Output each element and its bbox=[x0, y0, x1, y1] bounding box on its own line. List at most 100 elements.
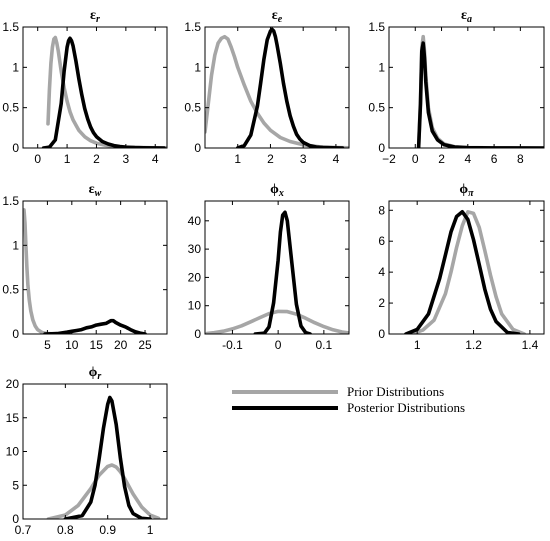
y-tick-label: 1 bbox=[378, 60, 385, 74]
y-tick-label: 4 bbox=[378, 265, 385, 279]
panel-title: ϕπ bbox=[459, 182, 474, 199]
panel-title-subscript: a bbox=[467, 14, 472, 25]
x-tick-label: 1 bbox=[64, 152, 71, 166]
y-tick-label: 1.5 bbox=[368, 20, 385, 34]
posterior-distribution-line bbox=[253, 210, 312, 334]
x-tick-label: 0 bbox=[412, 152, 419, 166]
y-tick-label: 0 bbox=[378, 327, 385, 341]
x-tick-label: 0 bbox=[34, 152, 41, 166]
panel-4: εw 5 10 15 20 25 0 0.5 1 1.5 bbox=[2, 182, 168, 352]
y-tick-label: 0.5 bbox=[368, 101, 385, 115]
x-tick-label: 1 bbox=[234, 152, 241, 166]
y-tick-label: 1 bbox=[194, 60, 201, 74]
panel-title-symbol: ϕ bbox=[459, 182, 468, 197]
legend-label-prior: Prior Distributions bbox=[347, 384, 444, 399]
y-tick-label: 8 bbox=[378, 203, 385, 217]
posterior-distribution-line bbox=[63, 395, 152, 519]
y-tick-label: 20 bbox=[6, 377, 20, 391]
axes-frame bbox=[22, 383, 168, 520]
y-tick-label: 0.5 bbox=[2, 283, 19, 297]
x-tick-label: 1.2 bbox=[465, 338, 482, 352]
y-tick-label: 20 bbox=[188, 270, 202, 284]
posterior-distribution-line bbox=[404, 210, 521, 334]
x-tick-label: 25 bbox=[138, 338, 152, 352]
x-tick-label: 0.7 bbox=[15, 523, 32, 537]
panel-title-symbol: ε bbox=[90, 8, 96, 23]
panel-title-symbol: ε bbox=[89, 182, 95, 197]
x-tick-label: 2 bbox=[438, 152, 445, 166]
y-tick-label: 0 bbox=[12, 327, 19, 341]
x-tick-label: 2 bbox=[93, 152, 100, 166]
posterior-distribution-line bbox=[41, 36, 166, 148]
panel-title: ϕx bbox=[270, 182, 284, 199]
y-tick-label: 0.5 bbox=[184, 101, 201, 115]
posterior-distribution-line bbox=[235, 27, 345, 148]
posterior-distribution-line bbox=[43, 318, 147, 334]
y-tick-label: 30 bbox=[188, 242, 202, 256]
y-tick-label: 2 bbox=[378, 296, 385, 310]
x-tick-label: 1 bbox=[147, 523, 154, 537]
x-tick-label: 0 bbox=[275, 338, 282, 352]
panel-title: εw bbox=[89, 182, 102, 199]
y-tick-label: 0 bbox=[194, 327, 201, 341]
axes-frame bbox=[388, 200, 545, 335]
y-tick-label: 0 bbox=[12, 512, 19, 526]
y-tick-label: 1 bbox=[12, 238, 19, 252]
y-tick-label: 0 bbox=[378, 141, 385, 155]
x-tick-label: 1 bbox=[414, 338, 421, 352]
prior-distribution-line bbox=[23, 208, 64, 334]
panel-1: εr 0 1 2 3 4 0 0.5 1 1.5 bbox=[2, 8, 168, 166]
x-tick-label: 0.8 bbox=[57, 523, 74, 537]
panel-title-subscript: x bbox=[278, 188, 284, 199]
panel-title-symbol: ϕ bbox=[89, 365, 98, 380]
x-tick-label: 0.9 bbox=[99, 523, 116, 537]
x-tick-label: 10 bbox=[65, 338, 79, 352]
axes-frame bbox=[204, 200, 350, 335]
prior-distribution-line bbox=[205, 309, 349, 334]
x-tick-label: 6 bbox=[491, 152, 498, 166]
legend-label-posterior: Posterior Distributions bbox=[347, 400, 465, 415]
y-tick-label: 1 bbox=[12, 60, 19, 74]
panel-title: εa bbox=[461, 8, 472, 25]
panel-title-subscript: e bbox=[278, 14, 283, 25]
panel-title: εe bbox=[272, 8, 283, 25]
panel-title-subscript: r bbox=[96, 14, 100, 25]
y-tick-label: 0 bbox=[194, 141, 201, 155]
panel-title-subscript: r bbox=[97, 371, 101, 382]
y-tick-label: 40 bbox=[188, 214, 202, 228]
panel-title-subscript: w bbox=[95, 188, 102, 199]
prior-distribution-line bbox=[205, 34, 349, 148]
x-tick-label: 5 bbox=[44, 338, 51, 352]
panel-6: ϕπ 1 1.2 1.4 0 2 4 6 8 bbox=[378, 182, 545, 352]
x-tick-label: 2 bbox=[267, 152, 274, 166]
panel-title: ϕr bbox=[89, 365, 102, 382]
panel-title-symbol: ε bbox=[272, 8, 278, 23]
x-tick-label: 0.1 bbox=[316, 338, 333, 352]
axes-frame bbox=[22, 200, 168, 335]
x-tick-label: 1.4 bbox=[522, 338, 539, 352]
panel-title-subscript: π bbox=[468, 188, 474, 199]
x-tick-label: −2 bbox=[382, 152, 396, 166]
y-tick-label: 10 bbox=[6, 445, 20, 459]
y-tick-label: 15 bbox=[6, 411, 20, 425]
x-tick-label: -0.1 bbox=[222, 338, 243, 352]
x-tick-label: 3 bbox=[300, 152, 307, 166]
x-tick-label: 3 bbox=[123, 152, 130, 166]
panel-title-symbol: ε bbox=[461, 8, 467, 23]
y-tick-label: 1.5 bbox=[184, 20, 201, 34]
panel-title-symbol: ϕ bbox=[270, 182, 279, 197]
panel-2: εe 1 2 3 4 0 0.5 1 1.5 bbox=[184, 8, 350, 166]
prior-distribution-line bbox=[409, 210, 527, 334]
y-tick-label: 1.5 bbox=[2, 194, 19, 208]
y-tick-label: 6 bbox=[378, 234, 385, 248]
x-tick-label: 15 bbox=[90, 338, 104, 352]
axes-frame bbox=[388, 26, 545, 149]
panel-title: εr bbox=[90, 8, 100, 25]
axes-frame bbox=[204, 26, 350, 149]
panel-3: εa−2 0 2 4 6 800.511.5 bbox=[368, 8, 545, 166]
x-tick-label: 4 bbox=[464, 152, 471, 166]
posterior-distribution-line bbox=[416, 41, 544, 148]
